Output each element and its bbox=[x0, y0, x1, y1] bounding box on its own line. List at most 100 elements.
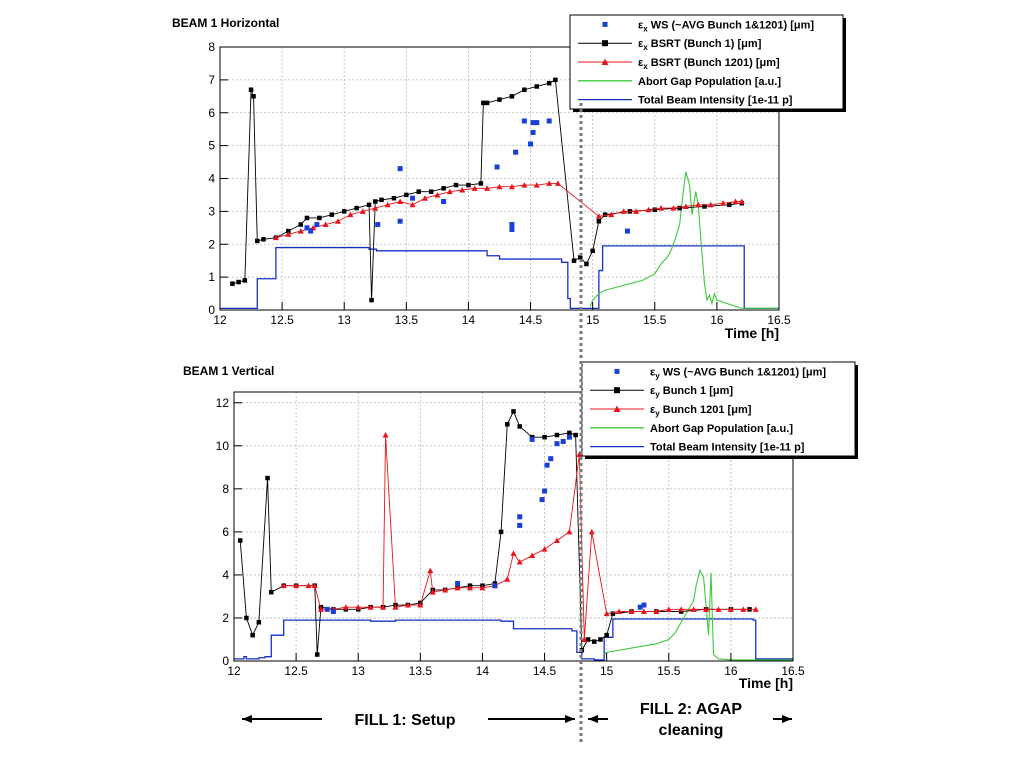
horizontal-x-axis-label: Time [h] bbox=[725, 325, 779, 341]
data-point-bunch1 bbox=[577, 255, 583, 260]
data-point-bunch1201 bbox=[311, 582, 318, 589]
data-point-bunch1201 bbox=[459, 187, 466, 193]
data-point-bunch1201 bbox=[645, 206, 652, 213]
legend-marker-bunch1201 bbox=[613, 405, 621, 412]
legend-marker-ws bbox=[614, 368, 620, 374]
data-point-bunch1201 bbox=[738, 198, 745, 205]
data-point-ws bbox=[509, 226, 515, 232]
data-point-ws bbox=[544, 462, 550, 468]
legend-subscript: y bbox=[655, 371, 660, 380]
data-point-bunch1 bbox=[522, 87, 527, 92]
data-point-bunch1 bbox=[251, 94, 256, 99]
data-point-bunch1201 bbox=[588, 528, 595, 535]
data-point-ws bbox=[641, 602, 647, 608]
data-point-ws bbox=[554, 441, 560, 447]
data-point-bunch1 bbox=[379, 197, 384, 203]
legend-label: εy Bunch 1 [μm] bbox=[650, 385, 733, 399]
data-point-bunch1201 bbox=[657, 205, 664, 211]
y-tick-label: 3 bbox=[208, 204, 215, 218]
legend-label: εx BSRT (Bunch 1201) [μm] bbox=[638, 57, 780, 71]
data-point-bunch1201 bbox=[293, 582, 300, 589]
x-tick-label: 12.5 bbox=[270, 313, 294, 327]
data-point-bunch1201 bbox=[380, 604, 387, 610]
legend-subscript: x bbox=[643, 62, 648, 71]
data-point-bunch1201 bbox=[727, 606, 734, 612]
data-point-bunch1201 bbox=[484, 185, 491, 191]
data-point-bunch1 bbox=[478, 181, 484, 186]
data-point-bunch1201 bbox=[471, 185, 478, 191]
data-point-bunch1201 bbox=[305, 582, 312, 589]
x-tick-label: 14.5 bbox=[519, 313, 543, 327]
data-point-bunch1201 bbox=[429, 589, 436, 595]
legend-subscript: x bbox=[643, 43, 648, 52]
data-point-bunch1 bbox=[573, 432, 578, 438]
series-layer bbox=[234, 409, 793, 661]
data-point-bunch1201 bbox=[546, 180, 553, 186]
data-point-bunch1 bbox=[441, 186, 446, 191]
y-tick-label: 6 bbox=[222, 525, 229, 539]
data-point-ws bbox=[397, 218, 403, 224]
data-point-ws bbox=[517, 522, 523, 528]
data-point-ws bbox=[492, 583, 498, 589]
data-point-bunch1 bbox=[702, 204, 707, 209]
legend-text: Bunch 1 [μm] bbox=[660, 385, 734, 397]
data-point-bunch1201 bbox=[454, 584, 461, 591]
data-point-ws bbox=[308, 228, 314, 234]
data-point-bunch1 bbox=[571, 258, 577, 263]
data-point-bunch1201 bbox=[479, 584, 486, 591]
data-point-bunch1201 bbox=[707, 201, 714, 208]
data-point-bunch1201 bbox=[384, 201, 391, 208]
fill1-label: FILL 1: Setup bbox=[354, 712, 455, 729]
data-point-bunch1 bbox=[497, 97, 502, 102]
data-point-bunch1 bbox=[604, 632, 609, 638]
data-point-bunch1 bbox=[256, 620, 262, 625]
data-point-ws bbox=[546, 118, 552, 124]
x-tick-label: 15.5 bbox=[643, 313, 667, 327]
data-point-ws bbox=[494, 164, 500, 170]
fill1-left-arrowhead bbox=[242, 715, 252, 723]
data-point-bunch1 bbox=[596, 218, 602, 224]
horizontal-legend: εx WS (~AVG Bunch 1&1201) [μm] εx BSRT (B… bbox=[569, 14, 846, 112]
data-point-bunch1201 bbox=[732, 198, 739, 205]
x-tick-label: 14 bbox=[462, 313, 476, 327]
data-point-bunch1201 bbox=[322, 221, 329, 228]
data-point-bunch1 bbox=[554, 432, 560, 438]
legend-text: WS (~AVG Bunch 1&1201) [μm] bbox=[648, 19, 815, 31]
data-point-ws bbox=[548, 456, 554, 462]
data-point-ws bbox=[330, 609, 336, 615]
data-point-bunch1201 bbox=[427, 567, 434, 574]
data-point-bunch1 bbox=[553, 77, 558, 83]
data-point-bunch1201 bbox=[342, 604, 349, 610]
data-point-bunch1201 bbox=[421, 195, 428, 201]
data-point-ws bbox=[637, 604, 643, 610]
x-tick-label: 15 bbox=[586, 313, 600, 327]
data-point-bunch1201 bbox=[665, 606, 672, 612]
data-point-bunch1201 bbox=[272, 234, 279, 241]
legend-text: Total Beam Intensity [1e-11 p] bbox=[638, 95, 793, 107]
x-tick-label: 12.5 bbox=[284, 664, 308, 678]
data-point-bunch1201 bbox=[682, 203, 689, 209]
y-tick-label: 4 bbox=[208, 172, 215, 186]
legend-label: Abort Gap Population [a.u.] bbox=[638, 76, 781, 88]
legend-epsilon-symbol: ε bbox=[638, 57, 644, 69]
data-point-bunch1 bbox=[591, 639, 597, 644]
x-tick-label: 15.5 bbox=[657, 664, 681, 678]
data-point-bunch1201 bbox=[553, 537, 560, 543]
data-point-bunch1201 bbox=[417, 602, 424, 608]
data-point-bunch1201 bbox=[355, 604, 362, 610]
legend-text: Bunch 1201 [μm] bbox=[660, 404, 752, 416]
vertical-x-axis-label: Time [h] bbox=[739, 675, 793, 691]
data-point-bunch1 bbox=[341, 209, 347, 214]
data-point-bunch1201 bbox=[670, 205, 677, 211]
series-layer bbox=[220, 77, 779, 310]
fill2-right-arrowhead bbox=[782, 715, 792, 723]
data-point-bunch1201 bbox=[533, 182, 540, 188]
x-tick-label: 16 bbox=[724, 664, 738, 678]
data-point-bunch1201 bbox=[446, 188, 453, 195]
x-tick-label: 14 bbox=[476, 664, 490, 678]
data-point-bunch1 bbox=[314, 652, 320, 657]
vertical-plot-area bbox=[234, 409, 793, 661]
vertical-panel-title: BEAM 1 Vertical bbox=[183, 364, 274, 378]
data-point-bunch1 bbox=[404, 192, 409, 198]
